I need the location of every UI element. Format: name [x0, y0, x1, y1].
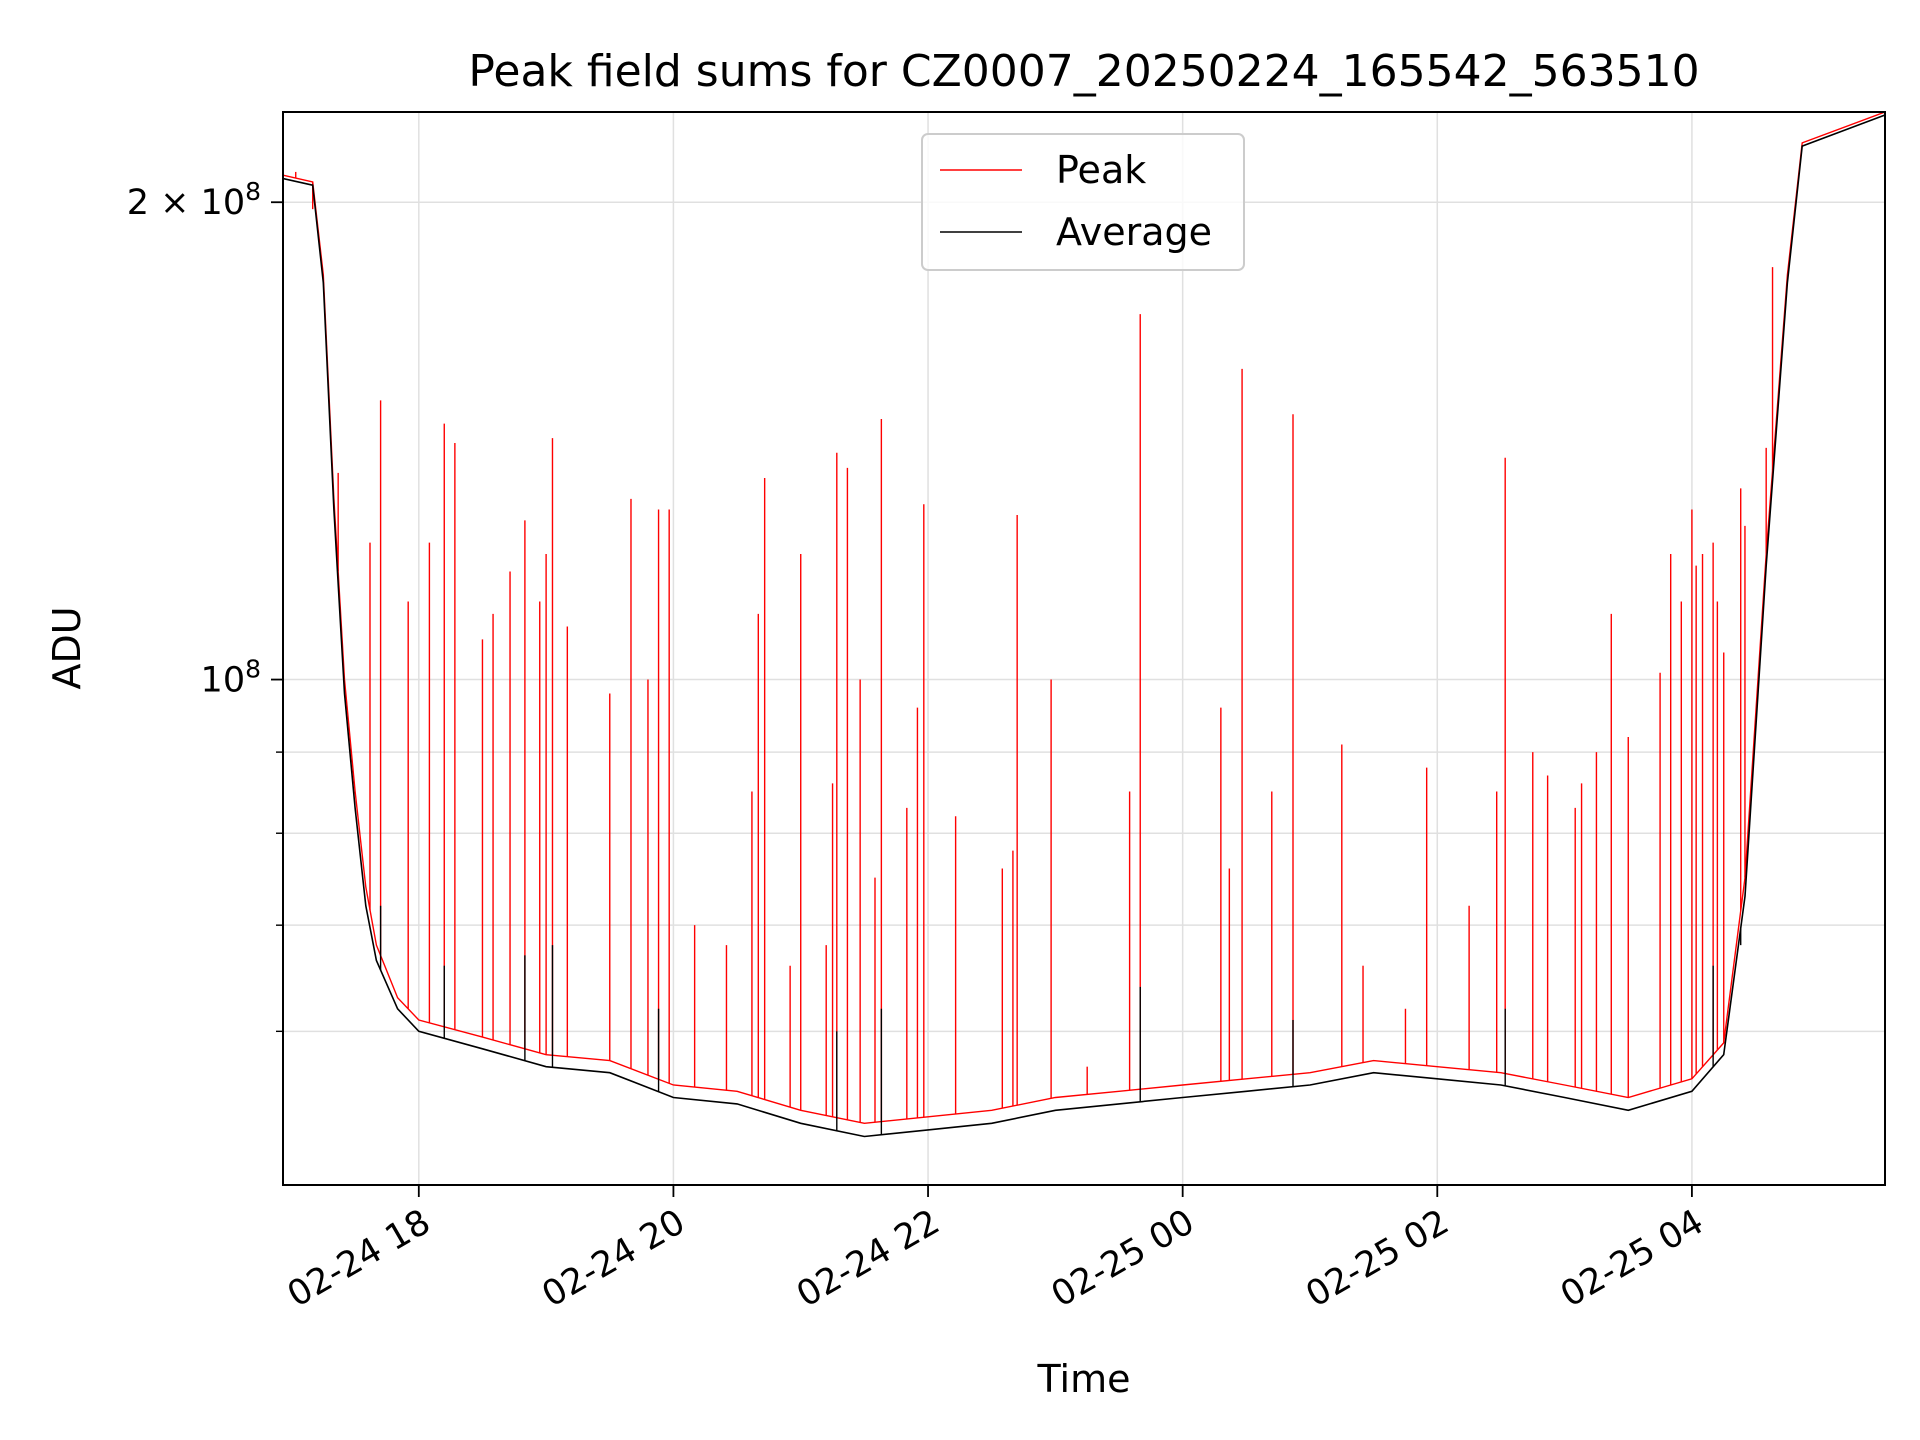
y-tick-label: 2 × 108	[127, 177, 261, 223]
y-axis-label: ADU	[45, 606, 89, 689]
legend-box	[921, 133, 1245, 271]
legend-label-peak: Peak	[1056, 148, 1146, 192]
peak-series-line	[283, 112, 1885, 1125]
average-series-line	[283, 114, 1885, 1138]
plot-frame	[282, 111, 1886, 1186]
x-axis-label: Time	[1037, 1357, 1131, 1401]
legend-label-average: Average	[1056, 210, 1212, 254]
grid-lines	[283, 112, 1885, 1185]
chart-title: Peak field sums for CZ0007_20250224_1655…	[468, 46, 1699, 97]
y-tick-label: 108	[201, 655, 261, 701]
series-layer	[283, 112, 1885, 1138]
legend: Peak Average	[921, 133, 1245, 271]
